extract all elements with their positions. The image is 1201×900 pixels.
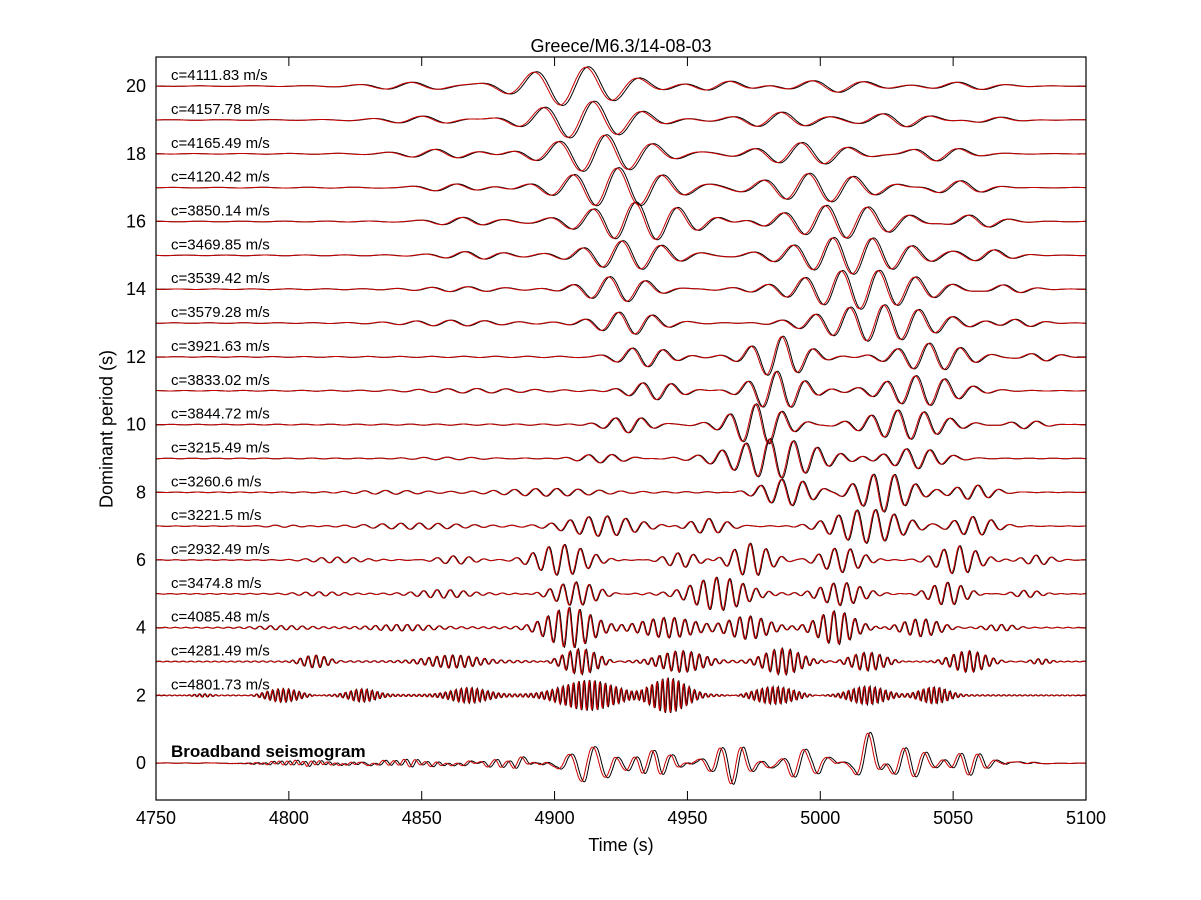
trace-velocity-label: c=3921.63 m/s	[171, 338, 270, 355]
trace-line-red	[156, 543, 1086, 576]
trace-velocity-label: c=3579.28 m/s	[171, 304, 270, 321]
x-axis-label: Time (s)	[588, 835, 654, 855]
trace-velocity-label: c=3844.72 m/s	[171, 406, 270, 423]
trace-line-black	[156, 370, 1086, 408]
trace-velocity-label: c=4157.78 m/s	[171, 101, 270, 118]
trace-line-red	[155, 607, 1087, 648]
trace-line-red	[156, 270, 1086, 310]
trace-line-black	[156, 542, 1086, 577]
trace-velocity-label: c=3850.14 m/s	[171, 203, 270, 220]
broadband-trace-label: Broadband seismogram	[171, 742, 366, 761]
trace-line-red	[156, 732, 1086, 785]
trace-velocity-label: c=2932.49 m/s	[171, 541, 270, 558]
trace-line-black	[156, 167, 1086, 207]
trace-line-red	[156, 134, 1086, 172]
x-tick-label: 4900	[535, 808, 575, 828]
y-tick-label: 8	[136, 482, 146, 502]
x-tick-label: 5000	[800, 808, 840, 828]
trace-line-black	[156, 269, 1086, 310]
trace-line-red	[156, 576, 1086, 611]
trace-line-black	[156, 731, 1087, 785]
plot-area-border	[155, 56, 1087, 801]
x-tick-label: 5050	[933, 808, 973, 828]
trace-velocity-label: c=4085.48 m/s	[171, 609, 270, 626]
trace-velocity-label: c=4111.83 m/s	[171, 67, 268, 84]
trace-line-red	[155, 101, 1087, 138]
trace-velocity-label: c=4281.49 m/s	[171, 643, 270, 660]
chart-title: Greece/M6.3/14-08-03	[530, 36, 712, 56]
trace-velocity-label: c=4165.49 m/s	[171, 135, 270, 152]
y-tick-label: 4	[136, 618, 146, 638]
trace-velocity-label: c=3474.8 m/s	[171, 575, 261, 592]
trace-line-red	[156, 66, 1086, 106]
trace-line-red	[156, 167, 1087, 206]
x-tick-label: 4750	[136, 808, 176, 828]
y-tick-label: 2	[136, 685, 146, 705]
x-tick-label: 4950	[667, 808, 707, 828]
y-tick-label: 12	[126, 347, 146, 367]
trace-line-red	[156, 336, 1086, 376]
trace-line-red	[155, 371, 1086, 408]
trace-line-red	[156, 202, 1086, 240]
trace-line-red	[156, 474, 1086, 513]
trace-line-black	[155, 606, 1087, 649]
trace-velocity-label: c=3469.85 m/s	[171, 236, 270, 253]
y-tick-label: 0	[136, 753, 146, 773]
y-tick-label: 10	[126, 415, 146, 435]
trace-velocity-label: c=3539.42 m/s	[171, 270, 270, 287]
trace-line-red	[156, 237, 1086, 275]
trace-line-black	[156, 473, 1086, 513]
x-tick-label: 5100	[1066, 808, 1106, 828]
trace-velocity-label: c=3260.6 m/s	[171, 473, 261, 490]
trace-line-red	[155, 678, 1086, 713]
trace-line-red	[156, 509, 1087, 544]
trace-velocity-label: c=4120.42 m/s	[171, 169, 270, 186]
trace-velocity-label: c=4801.73 m/s	[171, 676, 270, 693]
trace-line-red	[156, 304, 1086, 342]
trace-line-black	[156, 201, 1086, 241]
y-tick-label: 18	[126, 144, 146, 164]
trace-velocity-label: c=3215.49 m/s	[171, 439, 270, 456]
trace-line-red	[155, 647, 1087, 676]
trace-velocity-label: c=3221.5 m/s	[171, 507, 261, 524]
trace-line-black	[155, 677, 1087, 714]
x-tick-label: 4800	[269, 808, 309, 828]
trace-line-black	[156, 335, 1086, 376]
y-tick-label: 16	[126, 212, 146, 232]
trace-line-red	[156, 403, 1086, 444]
y-tick-label: 20	[126, 76, 146, 96]
trace-velocity-label: c=3833.02 m/s	[171, 372, 270, 389]
trace-line-red	[156, 438, 1086, 479]
y-tick-label: 6	[136, 550, 146, 570]
trace-line-black	[155, 236, 1086, 275]
x-tick-label: 4850	[402, 808, 442, 828]
y-tick-label: 14	[126, 279, 146, 299]
